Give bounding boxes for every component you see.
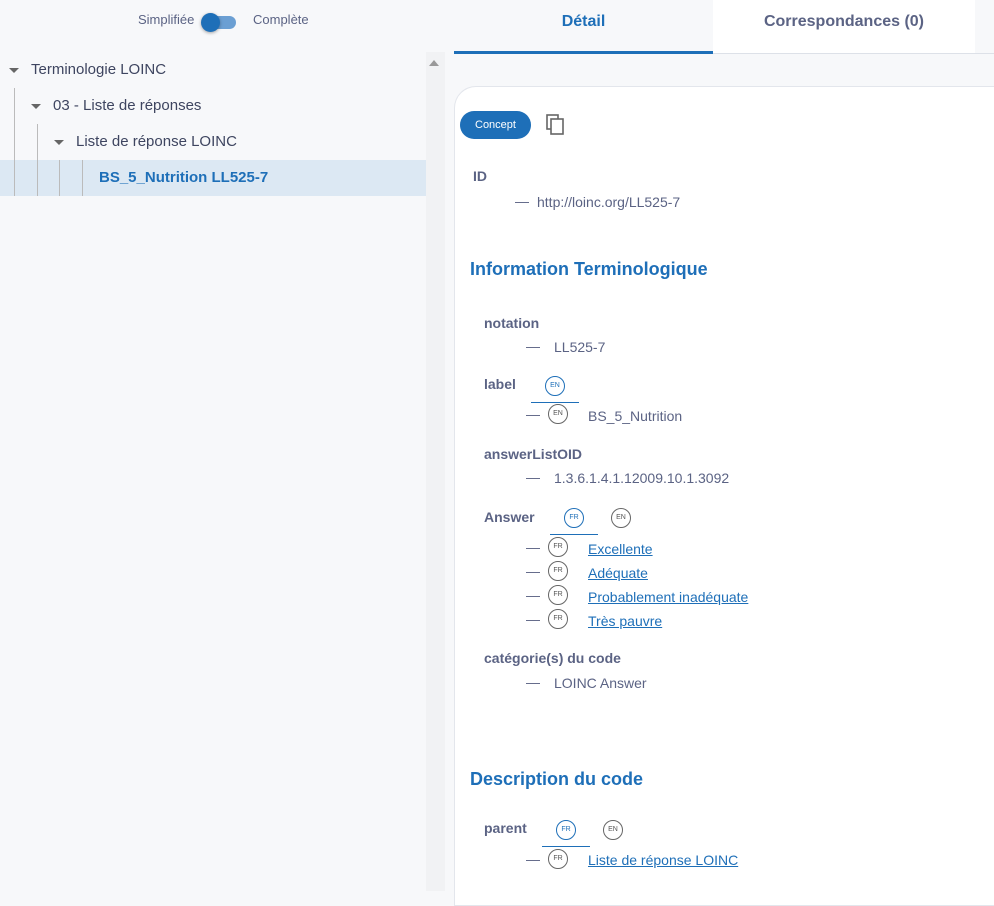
lang-tab-underline [550,534,598,535]
dash: — [526,563,540,579]
caret-down-icon[interactable] [54,139,64,145]
caret-down-icon[interactable] [9,67,19,73]
dash: — [526,338,540,354]
lang-tab-underline [542,846,590,847]
lang-badge: FR [548,585,568,605]
tab-label: Correspondances (0) [763,13,925,30]
lang-tab-en[interactable]: EN [603,820,623,840]
dash: — [526,674,540,690]
field-value: LOINC Answer [554,675,647,691]
dash: — [526,539,540,555]
tree-node-label: BS_5_Nutrition LL525-7 [99,169,269,186]
field-key: label [484,376,516,392]
answer-link[interactable]: Très pauvre [588,613,663,629]
field-key: catégorie(s) du code [484,650,621,666]
tree-node-label: Terminologie LOINC [31,61,167,78]
dash: — [515,193,529,209]
caret-down-icon[interactable] [31,103,41,109]
detail-card [454,86,994,906]
dash: — [526,851,540,867]
id-value: http://loinc.org/LL525-7 [537,194,681,210]
lang-tab-underline [531,402,579,403]
toggle-knob[interactable] [201,13,220,32]
tree-node-label: 03 - Liste de réponses [53,97,202,114]
divider [713,53,994,54]
lang-badge: FR [548,537,568,557]
tree-guide [59,160,60,196]
answer-link[interactable]: Excellente [588,541,653,557]
dash: — [526,406,540,422]
lang-tab-fr[interactable]: FR [556,820,576,840]
tree-node-label: Liste de réponse LOINC [76,133,237,150]
tree-node[interactable]: 03 - Liste de réponses [31,88,201,124]
dash: — [526,587,540,603]
selected-row-bg [0,160,426,196]
field-key: ID [473,168,487,184]
tree-guide [37,124,38,196]
tree-node[interactable]: Terminologie LOINC [9,52,166,88]
section-title: Information Terminologique [470,259,708,279]
field-value: 1.3.6.1.4.1.12009.10.1.3092 [554,470,730,486]
toggle-label-complete: Complète [253,12,309,27]
tree-node[interactable]: Liste de réponse LOINC [54,124,237,160]
scrollbar[interactable] [426,52,445,891]
tree-node-selected[interactable]: BS_5_Nutrition LL525-7 [99,160,268,196]
tree-guide [82,160,83,196]
field-value: BS_5_Nutrition [588,408,683,424]
field-key: answerListOID [484,446,583,462]
answer-link[interactable]: Probablement inadéquate [588,589,749,605]
lang-tab-fr[interactable]: FR [564,508,584,528]
tree-guide [14,88,15,196]
dash: — [526,469,540,485]
field-key: Answer [484,509,535,525]
lang-badge: FR [548,609,568,629]
dash: — [526,611,540,627]
scroll-up-arrow-icon[interactable] [429,60,439,66]
copy-icon[interactable] [546,114,566,136]
answer-link[interactable]: Adéquate [588,565,648,581]
lang-badge: FR [548,561,568,581]
lang-badge: EN [548,404,568,424]
sidebar: Simplifiée Complète Terminologie LOINC 0… [0,0,426,891]
section-title: Description du code [470,769,644,789]
concept-button[interactable]: Concept [460,111,531,139]
tab-correspondances[interactable]: Correspondances (0) [713,0,975,54]
lang-tab-en[interactable]: EN [545,376,565,396]
tab-detail[interactable]: Détail [454,0,713,54]
toggle-label-simplified: Simplifiée [138,12,195,27]
lang-badge: FR [548,849,568,869]
parent-link[interactable]: Liste de réponse LOINC [588,852,739,868]
field-value: LL525-7 [554,339,606,355]
lang-tab-en[interactable]: EN [611,508,631,528]
field-key: notation [484,315,540,331]
tab-label: Détail [561,13,606,30]
field-key: parent [484,820,527,836]
